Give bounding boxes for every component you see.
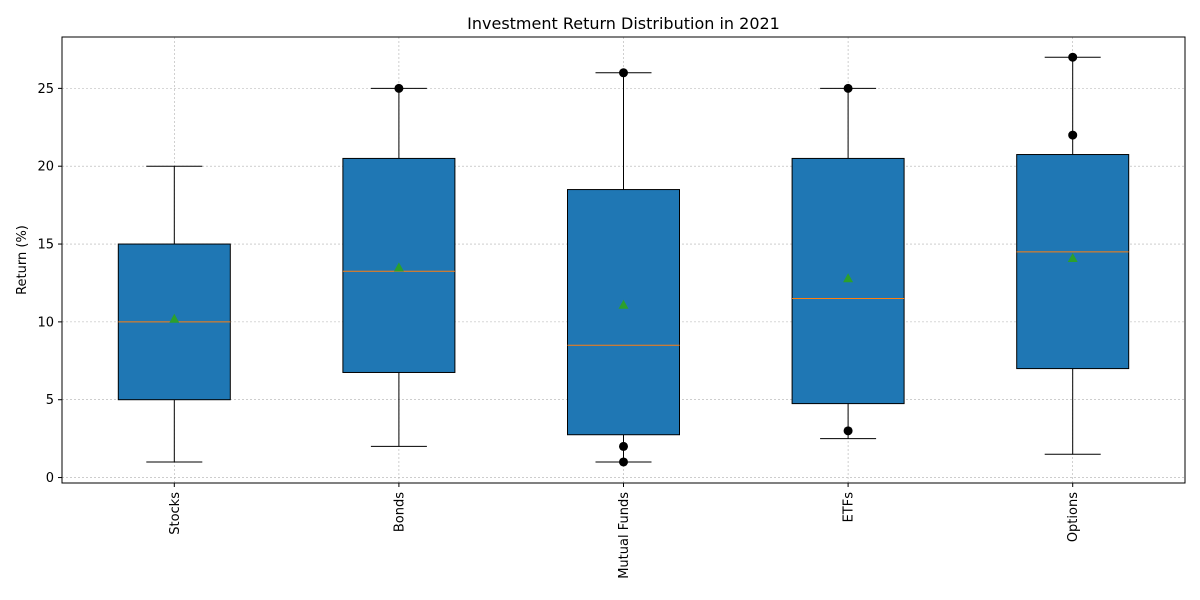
- outlier-point: [843, 83, 853, 93]
- boxes: [117, 52, 1130, 467]
- outlier-point: [1068, 130, 1078, 140]
- box-bonds: [342, 83, 456, 447]
- y-tick-label: 0: [46, 471, 54, 486]
- box-etfs: [791, 83, 905, 440]
- mean-marker: [393, 262, 404, 272]
- y-tick-label: 20: [37, 160, 54, 175]
- x-tick-label: Bonds: [392, 492, 407, 532]
- box-options: [1016, 52, 1130, 455]
- axes: 0 5 10 15 20 25 Stocks Bonds Mutual Funds ETFs Opt…: [37, 82, 1081, 579]
- y-tick-label: 5: [46, 393, 54, 408]
- mean-marker: [169, 313, 180, 323]
- y-tick-label: 25: [37, 82, 54, 97]
- outlier-point: [619, 457, 628, 467]
- plot-frame: [61, 36, 1186, 484]
- y-tick-label: 15: [37, 238, 54, 253]
- mean-marker: [843, 273, 854, 283]
- outlier-point: [843, 426, 853, 436]
- mean-marker: [1067, 253, 1078, 263]
- outlier-point: [394, 83, 404, 93]
- x-tick-label: Mutual Funds: [617, 492, 632, 579]
- box-stocks: [117, 165, 231, 463]
- iqr-box: [567, 189, 680, 436]
- outlier-point: [619, 68, 628, 78]
- outlier-point: [619, 441, 628, 451]
- mean-marker: [618, 299, 629, 309]
- x-tick-label: ETFs: [842, 492, 857, 523]
- y-tick-label: 10: [37, 315, 54, 330]
- x-tick-label: Stocks: [168, 492, 183, 535]
- outlier-point: [1068, 52, 1078, 62]
- box-mutual-funds: [567, 68, 680, 467]
- x-tick-label: Options: [1066, 492, 1081, 542]
- y-axis-title: Return (%): [15, 225, 30, 295]
- chart-title: Investment Return Distribution in 2021: [467, 14, 780, 33]
